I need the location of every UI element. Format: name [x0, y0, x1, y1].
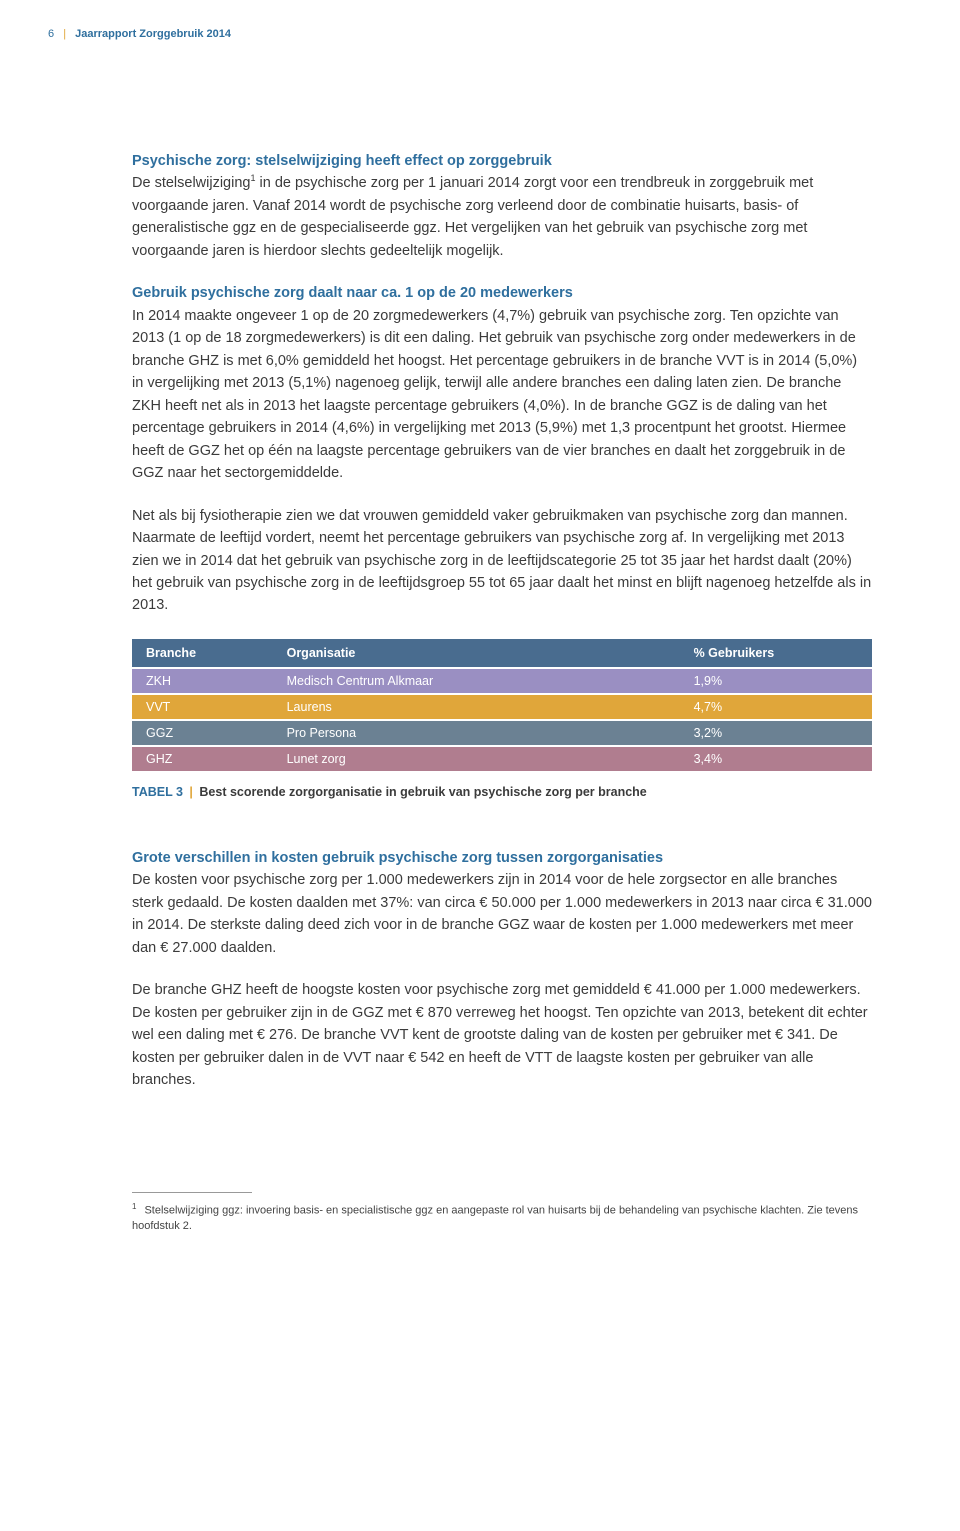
section-1: Psychische zorg: stelselwijziging heeft … [132, 150, 872, 262]
document-title: Jaarrapport Zorggebruik 2014 [75, 28, 231, 40]
caption-separator: | [189, 785, 193, 799]
cell-org: Laurens [273, 694, 680, 720]
cell-branche: GHZ [132, 746, 273, 771]
footnote-text: Stelselwijziging ggz: invoering basis- e… [132, 1204, 858, 1232]
section-2-heading: Gebruik psychische zorg daalt naar ca. 1… [132, 282, 872, 304]
footnote-num: 1 [132, 1202, 136, 1211]
section-1-heading: Psychische zorg: stelselwijziging heeft … [132, 150, 872, 172]
table-row: VVT Laurens 4,7% [132, 694, 872, 720]
section-3-p1: De kosten voor psychische zorg per 1.000… [132, 869, 872, 959]
table-caption: TABEL 3 | Best scorende zorgorganisatie … [132, 785, 872, 799]
header-separator: | [63, 28, 66, 40]
section-3-heading: Grote verschillen in kosten gebruik psyc… [132, 847, 872, 869]
caption-text: Best scorende zorgorganisatie in gebruik… [199, 785, 646, 799]
cell-branche: VVT [132, 694, 273, 720]
section-2-p2: Net als bij fysiotherapie zien we dat vr… [132, 505, 872, 617]
page-number: 6 [48, 28, 54, 40]
cell-pct: 3,2% [680, 720, 872, 746]
cell-pct: 1,9% [680, 668, 872, 694]
cell-branche: GGZ [132, 720, 273, 746]
section-2-p1: In 2014 maakte ongeveer 1 op de 20 zorgm… [132, 305, 872, 485]
footnote-1: 1Stelselwijziging ggz: invoering basis- … [132, 1201, 872, 1236]
cell-org: Pro Persona [273, 720, 680, 746]
col-gebruikers: % Gebruikers [680, 639, 872, 668]
col-branche: Branche [132, 639, 273, 668]
caption-label: TABEL 3 [132, 785, 183, 799]
col-organisatie: Organisatie [273, 639, 680, 668]
section-3-p2: De branche GHZ heeft de hoogste kosten v… [132, 979, 872, 1091]
footnote-rule [132, 1192, 252, 1193]
cell-org: Medisch Centrum Alkmaar [273, 668, 680, 694]
running-header: 6 | Jaarrapport Zorggebruik 2014 [48, 28, 872, 40]
section-2: Gebruik psychische zorg daalt naar ca. 1… [132, 282, 872, 484]
table-row: GGZ Pro Persona 3,2% [132, 720, 872, 746]
table-row: ZKH Medisch Centrum Alkmaar 1,9% [132, 668, 872, 694]
content-column: Psychische zorg: stelselwijziging heeft … [132, 150, 872, 1235]
document-page: 6 | Jaarrapport Zorggebruik 2014 Psychis… [0, 0, 960, 1295]
p1-part-a: De stelselwijziging [132, 175, 250, 191]
cell-org: Lunet zorg [273, 746, 680, 771]
table-row: GHZ Lunet zorg 3,4% [132, 746, 872, 771]
cell-pct: 4,7% [680, 694, 872, 720]
branche-table: Branche Organisatie % Gebruikers ZKH Med… [132, 639, 872, 771]
cell-pct: 3,4% [680, 746, 872, 771]
table-header-row: Branche Organisatie % Gebruikers [132, 639, 872, 668]
section-3: Grote verschillen in kosten gebruik psyc… [132, 847, 872, 959]
section-1-body: De stelselwijziging1 in de psychische zo… [132, 175, 813, 258]
cell-branche: ZKH [132, 668, 273, 694]
